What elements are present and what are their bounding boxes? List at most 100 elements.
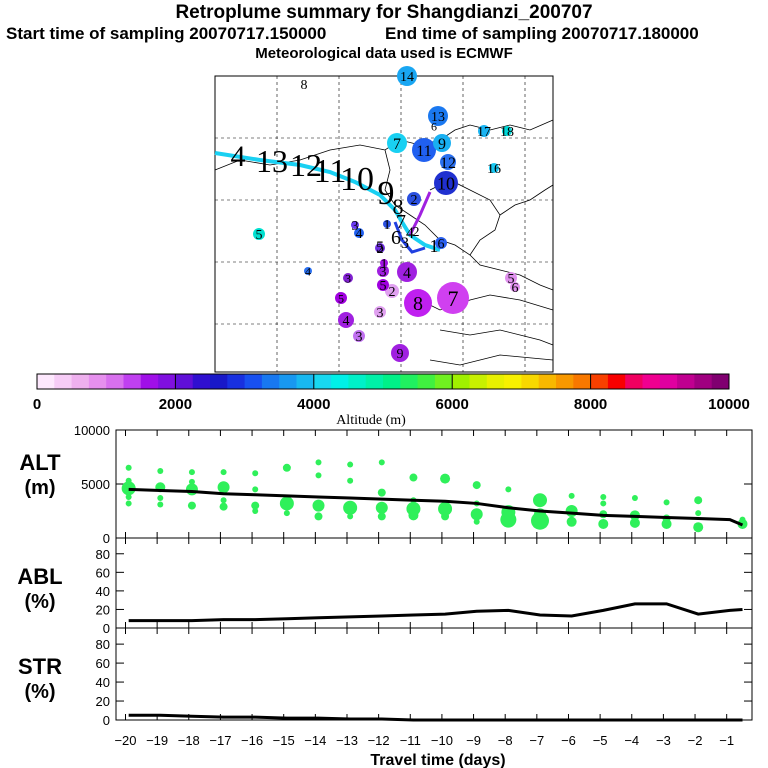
x-tick-label: −16 xyxy=(241,733,263,748)
colorbar-swatch xyxy=(521,374,540,389)
plume-label: 4 xyxy=(403,265,411,282)
plume-marker xyxy=(377,279,389,291)
start-time-label: Start time of sampling 20070717.150000 xyxy=(6,24,327,43)
trajectory-day-label: 8 xyxy=(393,194,404,219)
x-tick-label: −5 xyxy=(593,733,608,748)
cluster-point xyxy=(188,469,195,476)
cluster-point xyxy=(347,513,354,520)
x-tick-label: −17 xyxy=(209,733,231,748)
plume-cluster: 5 xyxy=(377,279,389,294)
plume-cluster: 1 xyxy=(383,218,391,233)
colorbar-swatch xyxy=(434,374,453,389)
x-tick-label: −7 xyxy=(529,733,544,748)
plume-cluster: 3 xyxy=(374,306,386,321)
chart-title: Retroplume summary for Shangdianzi_20070… xyxy=(175,2,593,23)
colorbar-swatch xyxy=(400,374,419,389)
trajectory-day-label: 10 xyxy=(340,161,374,198)
colorbar-swatch xyxy=(625,374,643,389)
cluster-point xyxy=(252,508,259,514)
plume-cluster: 6 xyxy=(431,119,437,133)
cluster-point xyxy=(343,500,358,515)
trajectory-day-label: 4 xyxy=(406,225,414,242)
cluster-point xyxy=(279,496,294,511)
plume-marker xyxy=(351,221,359,229)
plume-cluster: 17 xyxy=(477,125,491,140)
plume-cluster: 18 xyxy=(500,125,514,140)
cluster-point xyxy=(500,511,517,528)
cluster-point xyxy=(121,481,136,496)
cluster-point xyxy=(219,502,228,511)
trajectory-day-label: 2 xyxy=(413,225,420,240)
y-tick-label: 0 xyxy=(103,621,110,636)
plume-label: 3 xyxy=(352,219,359,234)
plume-cluster: 14 xyxy=(397,66,417,86)
plume-cluster: 5 xyxy=(253,228,265,243)
str-line xyxy=(128,713,743,722)
cluster-point xyxy=(631,495,638,502)
cluster-point xyxy=(440,473,451,484)
y-tick-label: 0 xyxy=(103,713,110,728)
plume-label: 9 xyxy=(438,136,446,153)
met-data-label: Meteorological data used is ECMWF xyxy=(255,45,513,62)
trajectory-day-label: 7 xyxy=(396,211,406,233)
trajectory-line-near xyxy=(393,221,426,254)
colorbar-swatch xyxy=(261,374,280,389)
cluster-point xyxy=(375,501,388,514)
colorbar-swatch xyxy=(37,374,55,389)
plume-cluster: 4 xyxy=(338,312,354,329)
colorbar-swatch xyxy=(158,374,176,389)
plume-marker xyxy=(354,228,364,238)
cluster-point xyxy=(739,516,746,523)
plume-marker xyxy=(335,292,347,304)
colorbar-swatch xyxy=(556,374,574,389)
colorbar-swatch xyxy=(504,374,522,389)
plume-label: 18 xyxy=(500,125,514,140)
plume-label: 2 xyxy=(377,242,384,257)
end-time-label: End time of sampling 20070717.180000 xyxy=(385,24,699,43)
cluster-point xyxy=(568,492,575,499)
plume-cluster: 4 xyxy=(397,262,417,282)
trajectory-day-label: 12 xyxy=(290,147,322,183)
plume-label: 8 xyxy=(413,293,423,315)
plume-label: 5 xyxy=(380,279,387,294)
plume-cluster: 4 xyxy=(304,264,312,278)
x-tick-label: −11 xyxy=(400,733,421,748)
plume-marker xyxy=(433,134,451,152)
panel-unit: (%) xyxy=(24,681,55,703)
colorbar-tick-label: 4000 xyxy=(297,396,330,413)
plume-marker xyxy=(380,259,388,267)
colorbar-swatch xyxy=(711,374,730,389)
cluster-point xyxy=(377,488,386,497)
colorbar-swatch xyxy=(417,374,436,389)
cluster-point xyxy=(125,464,132,471)
cluster-point xyxy=(408,510,419,521)
coastline xyxy=(214,119,554,366)
colorbar-swatch xyxy=(469,374,488,389)
plume-marker xyxy=(383,220,391,228)
panel-label: ALT xyxy=(19,450,61,475)
plume-cluster: 9 xyxy=(433,134,451,153)
cluster-point xyxy=(377,512,386,521)
plume-label: 6 xyxy=(431,119,437,133)
plume-marker xyxy=(435,237,447,249)
y-tick-label: 80 xyxy=(96,547,110,562)
colorbar-swatch xyxy=(296,374,315,389)
plume-cluster: 5 xyxy=(505,272,517,287)
plume-marker xyxy=(428,106,448,126)
plume-label: 3 xyxy=(380,265,387,280)
plume-label: 10 xyxy=(437,173,455,193)
colorbar-swatch xyxy=(573,374,592,389)
x-tick-label: −13 xyxy=(336,733,358,748)
alt-panel: 0 5000 10000 ALT(m) xyxy=(19,423,753,546)
cluster-point xyxy=(565,505,578,517)
cluster-point xyxy=(252,470,259,477)
cluster-point xyxy=(470,508,483,521)
colorbar-swatch xyxy=(71,374,90,389)
colorbar-swatch xyxy=(348,374,367,389)
plume-marker xyxy=(387,133,407,153)
plume-label: 5 xyxy=(338,291,344,305)
panel-frame xyxy=(115,429,753,539)
